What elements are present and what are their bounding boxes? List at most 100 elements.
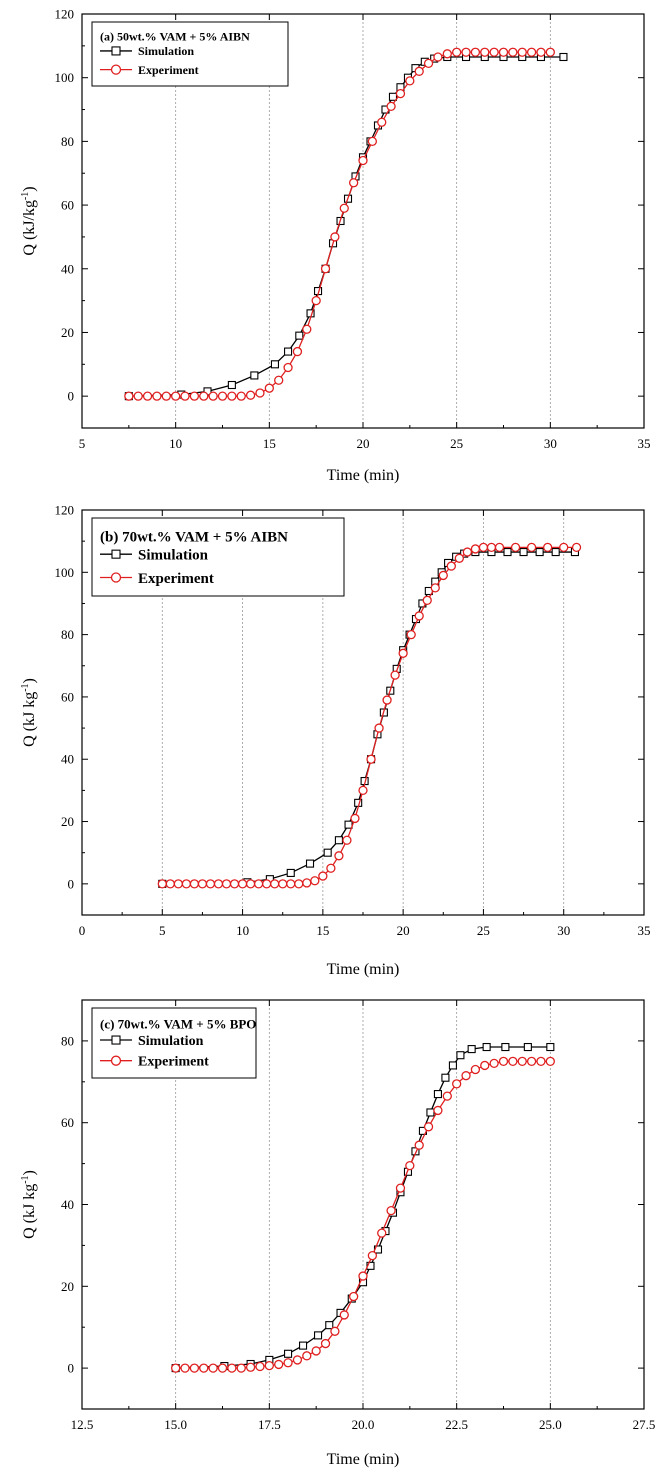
experiment-point [227,1363,237,1373]
experiment-point [374,723,384,733]
experiment-point [245,1362,256,1372]
experiment-point [414,611,424,621]
experiment-point [405,76,415,86]
experiment-point [278,879,288,889]
experiment-point [292,1355,303,1365]
experiment-point [171,1363,181,1373]
experiment-point [377,117,387,127]
simulation-point [535,548,544,557]
experiment-point [489,1058,499,1069]
experiment-point [366,754,376,764]
legend-label-experiment: Experiment [138,63,199,77]
experiment-point [508,1056,518,1066]
grid-lines [161,510,565,915]
experiment-point [189,879,200,889]
series-group [171,1042,555,1373]
x-tick-label: 30 [544,436,557,451]
experiment-point [199,1363,209,1373]
x-tick-label: 20 [397,923,410,938]
y-tick-label: 120 [55,503,75,518]
simulation-point [284,1349,293,1358]
y-tick-label: 40 [61,752,74,767]
experiment-point [398,648,408,658]
legend-title: (c) 70wt.% VAM + 5% BPO [100,1017,256,1032]
experiment-point [171,391,181,401]
simulation-line [128,56,564,397]
experiment-point [526,47,537,57]
y-tick-label: 20 [61,814,74,829]
experiment-point [461,1071,471,1081]
simulation-point [250,371,259,380]
experiment-point [189,1363,200,1373]
x-axis-title: Time (min) [327,1451,400,1468]
experiment-point [180,1363,190,1373]
experiment-point [339,1310,349,1320]
y-tick-label: 60 [61,1115,74,1130]
series-group [157,542,582,889]
experiment-point [395,88,406,99]
simulation-point [284,347,293,356]
legend-circle-marker [110,1055,122,1066]
experiment-point [311,1346,321,1356]
experiment-point [213,879,224,889]
simulation-point [305,859,315,868]
simulation-point [467,1045,476,1054]
simulation-point [519,548,528,557]
y-tick-label: 100 [55,70,75,85]
experiment-point [386,1205,396,1216]
experiment-point [433,1105,443,1116]
experiment-point [422,595,432,605]
experiment-point [342,835,352,845]
experiment-point [286,879,296,889]
x-tick-label: 5 [159,923,166,938]
y-tick-label: 40 [61,1197,74,1212]
legend-square-marker [111,549,121,559]
x-tick-label: 15 [316,923,329,938]
experiment-point [302,878,312,888]
experiment-point [264,383,274,393]
experiment-point [208,391,218,401]
experiment-point [189,391,200,401]
experiment-point [526,1056,537,1066]
experiment-point [543,542,553,553]
y-tick-label: 60 [61,198,74,213]
experiment-line [128,51,551,397]
experiment-point [217,391,228,401]
experiment-point [442,1091,452,1101]
experiment-point [339,203,349,213]
experiment-point [510,542,521,553]
experiment-point [571,542,582,553]
experiment-point [270,879,280,889]
experiment-point [517,1056,527,1066]
experiment-point [536,47,546,57]
simulation-point [299,1341,308,1350]
simulation-line [162,551,575,885]
experiment-point [161,391,171,401]
experiment-point [423,58,434,69]
experiment-point [283,1358,293,1368]
experiment-point [390,670,400,680]
simulation-point [325,1321,334,1330]
y-tick-label: 20 [61,325,74,340]
x-tick-label: 25 [450,436,463,451]
experiment-point [405,1160,415,1171]
x-axis: 12.5 15.0 17.5 20.0 22.5 25.0 27.5 [71,1000,655,1432]
simulation-point [503,548,512,557]
experiment-point [133,391,143,401]
legend-box [91,517,345,597]
simulation-point [551,548,560,557]
experiment-point [470,1064,481,1075]
x-tick-label: 25.0 [539,1417,562,1432]
legend-square-marker [111,46,121,56]
experiment-point [517,47,527,57]
experiment-point [536,1056,546,1066]
x-axis: 0 5 10 15 20 25 30 35 [79,510,651,938]
experiment-point [454,553,464,563]
x-tick-label: 5 [79,436,86,451]
legend-label-simulation: Simulation [138,44,194,58]
experiment-point [245,879,256,889]
x-tick-label: 22.5 [445,1417,468,1432]
experiment-point [452,47,462,57]
simulation-point [523,1042,532,1052]
